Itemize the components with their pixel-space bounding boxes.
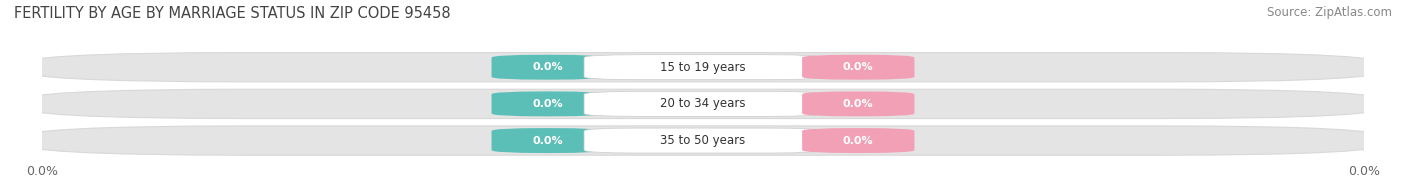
FancyBboxPatch shape xyxy=(15,89,1391,119)
Text: 0.0%: 0.0% xyxy=(844,62,873,72)
FancyBboxPatch shape xyxy=(15,126,1391,155)
FancyBboxPatch shape xyxy=(801,128,914,153)
FancyBboxPatch shape xyxy=(583,91,823,116)
Text: 0.0%: 0.0% xyxy=(844,136,873,146)
Text: 20 to 34 years: 20 to 34 years xyxy=(661,97,745,110)
Text: 0.0%: 0.0% xyxy=(533,99,562,109)
FancyBboxPatch shape xyxy=(583,55,823,80)
FancyBboxPatch shape xyxy=(801,55,914,80)
Text: 0.0%: 0.0% xyxy=(533,62,562,72)
FancyBboxPatch shape xyxy=(492,55,603,80)
Text: FERTILITY BY AGE BY MARRIAGE STATUS IN ZIP CODE 95458: FERTILITY BY AGE BY MARRIAGE STATUS IN Z… xyxy=(14,6,451,21)
FancyBboxPatch shape xyxy=(801,91,914,116)
Text: 0.0%: 0.0% xyxy=(533,136,562,146)
FancyBboxPatch shape xyxy=(492,128,603,153)
FancyBboxPatch shape xyxy=(15,53,1391,82)
Text: Source: ZipAtlas.com: Source: ZipAtlas.com xyxy=(1267,6,1392,19)
FancyBboxPatch shape xyxy=(492,91,603,116)
Text: 35 to 50 years: 35 to 50 years xyxy=(661,134,745,147)
FancyBboxPatch shape xyxy=(583,128,823,153)
Text: 15 to 19 years: 15 to 19 years xyxy=(661,61,745,74)
Text: 0.0%: 0.0% xyxy=(844,99,873,109)
